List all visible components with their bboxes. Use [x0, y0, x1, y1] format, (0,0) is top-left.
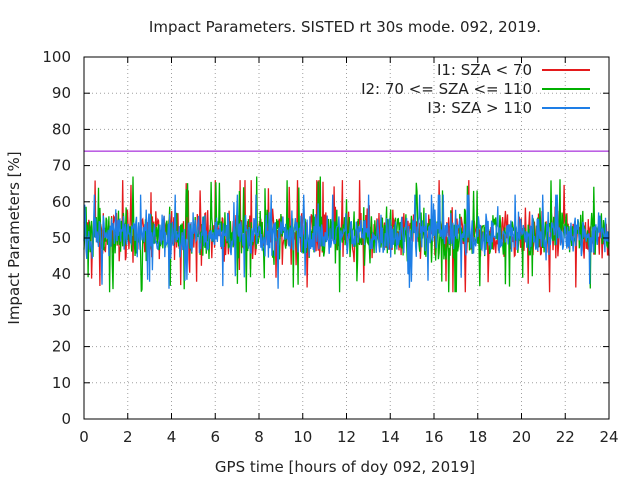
x-tick-label: 16	[424, 428, 443, 446]
legend-label: I1: SZA < 70	[437, 61, 532, 79]
y-tick-label: 0	[61, 410, 71, 428]
series-line-2	[83, 176, 610, 293]
y-tick-label: 50	[52, 229, 71, 247]
y-axis-label: Impact Parameters [%]	[5, 151, 23, 324]
x-tick-label: 6	[210, 428, 220, 446]
x-tick-label: 22	[556, 428, 575, 446]
x-tick-label: 0	[79, 428, 89, 446]
legend-label: I2: 70 <= SZA <= 110	[361, 80, 532, 98]
x-tick-label: 10	[293, 428, 312, 446]
y-tick-label: 40	[52, 265, 71, 283]
x-tick-label: 2	[123, 428, 133, 446]
y-tick-label: 100	[42, 48, 71, 66]
y-tick-label: 80	[52, 120, 71, 138]
y-axis: 0 10 20 30 40 50 60 70 80 90 100	[42, 48, 609, 428]
chart-title: Impact Parameters. SISTED rt 30s mode. 0…	[149, 18, 541, 36]
x-tick-label: 14	[381, 428, 400, 446]
x-axis: 0 2 4 6 8 10 12 14 16 18 20 22 24	[79, 57, 619, 446]
series-group	[83, 176, 610, 293]
y-tick-label: 60	[52, 193, 71, 211]
x-tick-label: 18	[468, 428, 487, 446]
x-axis-label: GPS time [hours of doy 092, 2019]	[215, 458, 475, 476]
x-tick-label: 24	[599, 428, 618, 446]
legend-label: I3: SZA > 110	[427, 99, 532, 117]
y-tick-label: 30	[52, 301, 71, 319]
x-tick-label: 8	[254, 428, 264, 446]
y-tick-label: 20	[52, 338, 71, 356]
series-line-3	[83, 194, 610, 289]
x-tick-label: 4	[167, 428, 177, 446]
x-tick-label: 12	[337, 428, 356, 446]
y-tick-label: 90	[52, 84, 71, 102]
x-tick-label: 20	[512, 428, 531, 446]
y-tick-label: 70	[52, 157, 71, 175]
y-tick-label: 10	[52, 374, 71, 392]
